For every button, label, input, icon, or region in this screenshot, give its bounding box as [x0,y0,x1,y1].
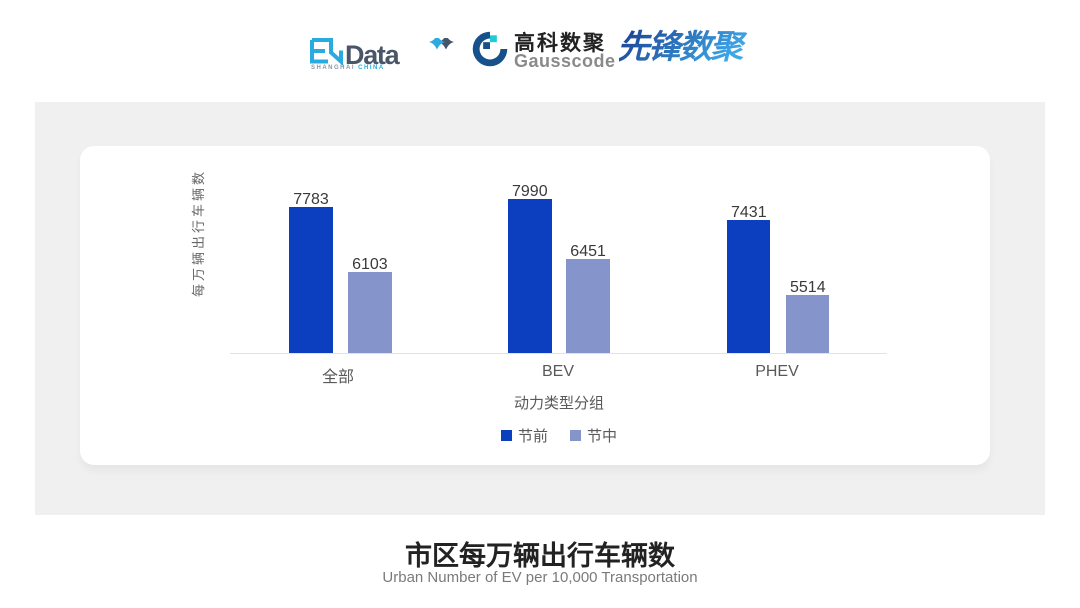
svg-text:先锋数聚: 先锋数聚 [619,28,748,65]
